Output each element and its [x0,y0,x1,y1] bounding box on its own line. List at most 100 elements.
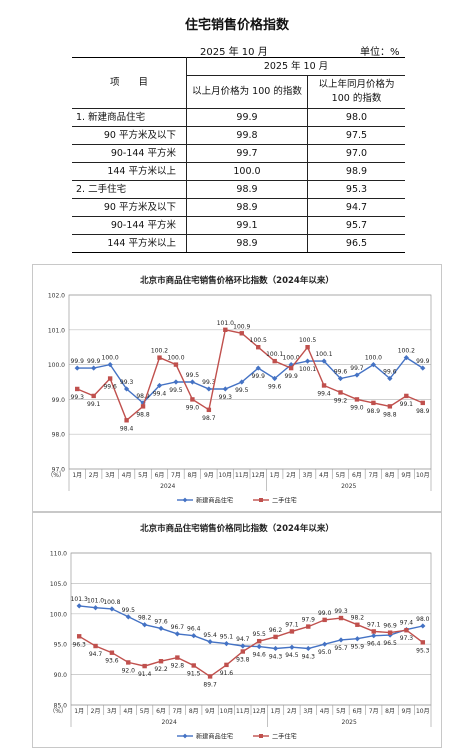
row-label: 144 平方米以上 [72,234,187,253]
x-tick-label: 4月 [319,472,329,479]
row-mom-value: 99.8 [186,126,308,145]
data-point [206,407,212,413]
data-label: 98.2 [351,615,365,622]
row-mom-value: 100.0 [186,162,308,181]
chart-title: 北京市商品住宅销售价格同比指数（2024年以来） [140,523,334,534]
row-yoy-value: 95.7 [307,216,405,235]
row-label: 90 平方米及以下 [72,126,187,145]
data-label: 99.4 [317,390,331,397]
data-label: 94.7 [89,651,103,658]
data-point [355,622,360,627]
x-tick-label: 7月 [368,472,378,479]
data-point [370,362,377,368]
data-label: 99.5 [169,387,183,394]
table-row: 144 平方米以上 98.9 96.5 [72,234,405,253]
y-tick-label: 85.0 [54,703,68,710]
table-row: 90-144 平方米 99.1 95.7 [72,216,405,235]
row-label: 90-144 平方米 [72,216,187,235]
data-label: 100.1 [315,351,332,358]
data-point [420,365,426,371]
data-label: 99.3 [71,394,85,401]
row-yoy-value: 98.9 [307,162,405,181]
data-point [305,645,311,652]
data-label: 100.0 [365,355,382,362]
y-tick-label: 100.0 [48,362,65,369]
data-label: 98.9 [367,408,381,415]
x-tick-label: 1月 [271,708,281,715]
legend-marker [259,498,263,502]
data-point [387,632,393,638]
x-tick-label: 7月 [172,708,182,715]
data-label: 95.5 [253,631,267,638]
x-tick-label: 10月 [416,708,430,715]
data-point [289,629,295,634]
data-point [224,662,229,668]
year-label: 2024 [160,483,175,490]
data-point [173,379,179,385]
data-label: 95.4 [203,632,217,639]
data-point [371,629,376,634]
legend-marker [182,733,188,739]
data-label: 99.3 [219,394,233,401]
legend-label: 新建商品住宅 [196,497,233,505]
data-point [420,400,425,406]
x-tick-label: 2月 [91,708,101,715]
data-point [420,623,426,629]
x-tick-label: 10月 [218,472,232,479]
data-label: 95.0 [318,649,332,656]
x-tick-label: 2月 [89,472,99,479]
x-tick-label: 5月 [336,472,346,479]
y-tick-label: 99.0 [52,397,66,404]
data-label: 98.2 [138,615,152,622]
x-tick-label: 8月 [385,708,395,715]
data-label: 91.5 [187,670,201,677]
row-label: 2. 二手住宅 [72,180,187,199]
data-point [109,606,115,612]
x-tick-label: 6月 [156,708,166,715]
data-label: 96.2 [269,627,283,634]
row-label: 90-144 平方米 [72,144,187,163]
data-point [338,637,344,643]
data-point [173,362,179,367]
data-label: 96.9 [383,623,397,630]
data-label: 96.4 [187,626,201,633]
data-point [387,404,393,409]
table-row: 1. 新建商品住宅 99.9 98.0 [72,108,405,127]
x-tick-label: 2月 [287,708,297,715]
data-label: 98.9 [416,408,430,415]
data-point [256,638,262,644]
data-label: 94.3 [269,653,283,660]
y-tick-label: 101.0 [48,327,65,334]
x-tick-label: 4月 [122,472,132,479]
data-point [142,663,147,669]
data-label: 100.5 [250,337,267,344]
x-tick-label: 8月 [385,472,395,479]
series-line-second-hand [76,328,424,422]
row-yoy-value: 96.5 [307,234,405,253]
table-row: 144 平方米以上 100.0 98.9 [72,162,405,181]
data-point [142,622,148,628]
data-label: 95.1 [220,634,234,641]
legend-label: 二手住宅 [272,733,297,741]
data-point [239,331,244,336]
data-point [354,636,360,642]
data-point [223,327,228,332]
row-mom-value: 98.9 [186,234,308,253]
x-tick-label: 8月 [189,708,199,715]
data-point [256,644,262,650]
row-mom-value: 99.9 [186,108,308,127]
x-tick-label: 11月 [235,472,249,479]
data-label: 100.1 [266,351,283,358]
x-tick-label: 6月 [352,708,362,715]
data-point [74,365,80,371]
data-point [91,393,96,399]
table-row: 90-144 平方米 99.7 97.0 [72,144,405,163]
x-tick-label: 6月 [155,472,165,479]
data-point [207,639,213,645]
data-label: 100.0 [283,355,300,362]
x-tick-label: 1月 [72,472,82,479]
x-tick-label: 11月 [236,708,250,715]
data-point [191,633,197,639]
y-tick-label: 100.0 [50,611,67,618]
data-point [273,634,278,640]
